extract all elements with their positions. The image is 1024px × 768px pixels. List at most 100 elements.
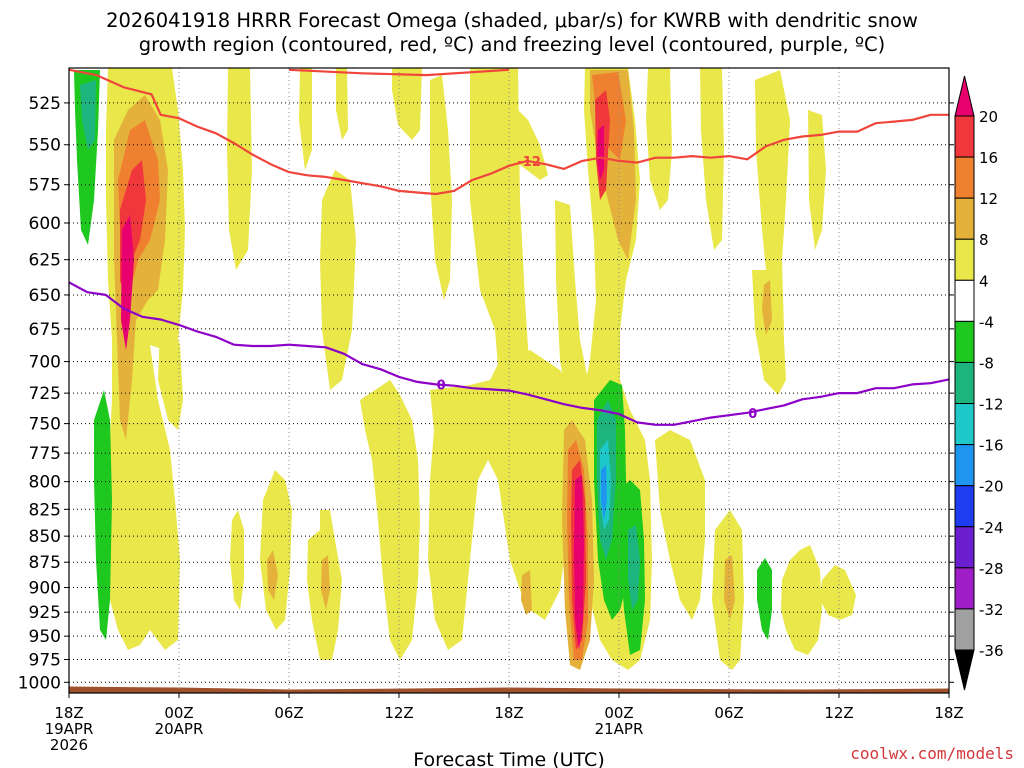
colorbar-label-11: -28: [979, 560, 1004, 578]
x-tick-label-24: 18Z: [494, 704, 523, 722]
contour-labels: -12 0 0: [437, 155, 758, 422]
y-tick-label-800: 800: [29, 473, 61, 493]
colorbar-segment-1: [954, 156, 975, 199]
y-tick-label-825: 825: [29, 500, 61, 520]
y-tick-label-650: 650: [29, 286, 61, 306]
colorbar-segment-11: [954, 567, 975, 610]
colorbar-label-12: -32: [979, 601, 1004, 619]
contour-2: [69, 281, 949, 426]
omega-region-42: [121, 215, 134, 350]
omega-region-4: [299, 68, 312, 170]
omega-region-3: [227, 68, 252, 270]
omega-region-47: [94, 390, 112, 640]
omega-region-51: [601, 465, 607, 520]
colorbar-segment-2: [954, 197, 975, 240]
colorbar-segment-9: [954, 485, 975, 528]
omega-region-24: [752, 270, 786, 395]
x-tick-label-18: 12Z: [384, 704, 413, 722]
colorbar-label-4: 4: [979, 272, 989, 290]
y-tick-label-850: 850: [29, 527, 61, 547]
colorbar: 20 16 12 8 4 -4 -8 -12 -16 -20 -24 -28 -32 -36: [954, 75, 1004, 691]
colorbar-segment-12: [954, 608, 975, 651]
colorbar-segment-8: [954, 444, 975, 487]
omega-region-13: [428, 350, 580, 650]
omega-region-22: [755, 70, 790, 340]
x-axis-label: Forecast Time (UTC): [413, 749, 604, 768]
omega-region-54: [757, 558, 772, 640]
colorbar-label-1: 16: [979, 149, 998, 167]
omega-region-12: [360, 380, 420, 660]
y-tick-label-675: 675: [29, 320, 61, 340]
credit-text: coolwx.com/models: [850, 744, 1014, 763]
y-tick-label-875: 875: [29, 553, 61, 573]
colorbar-label-3: 8: [979, 231, 989, 249]
y-tick-label-900: 900: [29, 579, 61, 599]
omega-region-6: [320, 170, 356, 390]
omega-region-43: [597, 125, 604, 180]
omega-region-44: [574, 475, 584, 650]
omega-region-19: [646, 68, 672, 210]
chart-title-line-1: 2026041918 HRRR Forecast Omega (shaded, …: [106, 9, 918, 32]
y-tick-label-725: 725: [29, 384, 61, 404]
x-tick-label-12: 06Z: [274, 704, 303, 722]
colorbar-label-5: -4: [979, 313, 994, 331]
omega-region-26: [781, 545, 822, 655]
x-tick-label-0: 18Z 19APR 2026: [45, 704, 94, 754]
colorbar-segment-6: [954, 361, 975, 405]
omega-region-35: [521, 570, 532, 615]
y-tick-label-625: 625: [29, 251, 61, 271]
colorbar-label-9: -20: [979, 478, 1004, 496]
x-tick-label-42: 12Z: [824, 704, 853, 722]
y-tick-label-975: 975: [29, 651, 61, 671]
colorbar-top-triangle: [954, 75, 975, 117]
colorbar-label-10: -24: [979, 519, 1004, 537]
colorbar-segment-10: [954, 526, 975, 569]
y-tick-label-575: 575: [29, 176, 61, 196]
contour-1: [288, 68, 510, 77]
colorbar-bottom-triangle: [954, 649, 975, 691]
colorbar-label-6: -8: [979, 354, 994, 372]
contour-0: [69, 68, 949, 196]
y-tick-label-950: 950: [29, 627, 61, 647]
colorbar-label-13: -36: [979, 642, 1004, 660]
omega-region-10: [492, 100, 548, 180]
omega-region-53: [628, 525, 640, 610]
y-tick-label-1000: 1000: [18, 673, 61, 693]
omega-region-11: [555, 200, 590, 420]
y-tick-label-750: 750: [29, 415, 61, 435]
omega-region-5: [336, 68, 348, 140]
colorbar-label-0: 20: [979, 108, 998, 126]
temperature-contours: [69, 68, 949, 426]
colorbar-segment-7: [954, 403, 975, 446]
x-tick-label-30: 00Z 21APR: [595, 704, 644, 738]
omega-region-21: [700, 68, 724, 250]
grid: [69, 68, 949, 693]
colorbar-segment-5: [954, 320, 975, 363]
y-tick-label-525: 525: [29, 94, 61, 114]
chart-title-line-2: growth region (contoured, red, ºC) and f…: [138, 33, 886, 56]
omega-region-2: [158, 325, 183, 430]
colorbar-label-8: -16: [979, 437, 1004, 455]
y-tick-label-925: 925: [29, 603, 61, 623]
omega-region-20: [655, 430, 705, 620]
omega-region-7: [392, 68, 422, 140]
x-tick-label-36: 06Z: [714, 704, 743, 722]
omega-region-8: [430, 75, 452, 300]
y-tick-label-775: 775: [29, 444, 61, 464]
omega-region-15: [230, 510, 244, 610]
colorbar-segment-3: [954, 238, 975, 281]
y-tick-label-550: 550: [29, 136, 61, 156]
colorbar-label-7: -12: [979, 396, 1004, 414]
colorbar-segment-0: [954, 115, 975, 158]
colorbar-segment-4: [954, 279, 975, 322]
omega-region-27: [820, 565, 856, 620]
contour-label-2-1: 0: [748, 407, 757, 422]
omega-region-46: [80, 80, 96, 150]
time-axis: 18Z 19APR 2026 00Z 20APR 06Z 12Z 18Z 00Z 21APR 06Z…: [45, 693, 964, 754]
colorbar-label-2: 12: [979, 190, 998, 208]
terrain: [69, 686, 949, 693]
contour-label-0-0: -12: [517, 155, 541, 170]
omega-shading: [69, 68, 949, 693]
x-tick-label-48: 18Z: [934, 704, 963, 722]
